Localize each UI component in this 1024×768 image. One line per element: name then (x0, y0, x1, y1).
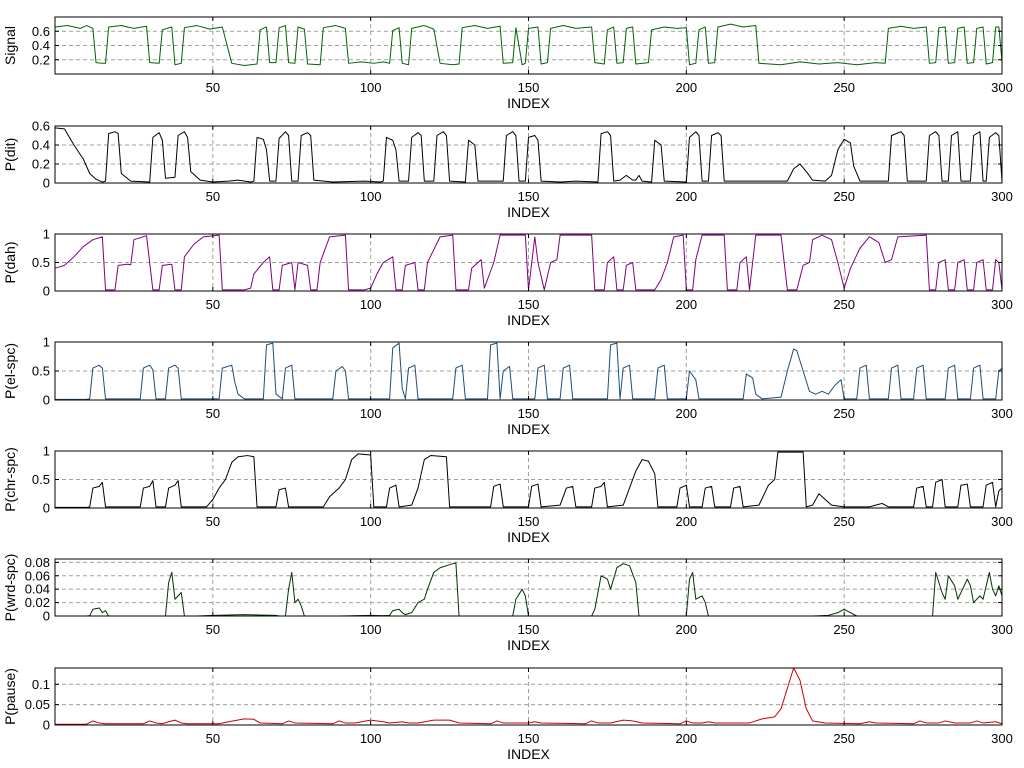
y-tick-label: 0.6 (32, 119, 50, 134)
x-tick-label: 200 (675, 731, 697, 746)
x-tick-label: 200 (675, 297, 697, 312)
y-tick-label: 0 (43, 284, 50, 299)
x-axis-label: INDEX (507, 746, 550, 762)
x-tick-label: 150 (518, 406, 540, 421)
y-tick-label: 0.08 (25, 555, 50, 570)
x-tick-label: 100 (360, 514, 382, 529)
chart-panel-p-dit: 50 100 150 200 250 300 0 0.2 0.4 0.6 INDEX P(dit) (2, 119, 1013, 221)
x-tick-label: 300 (991, 80, 1013, 95)
x-tick-label: 50 (206, 406, 220, 421)
y-tick-label: 0.4 (32, 38, 50, 53)
y-tick-label: 0.05 (25, 697, 50, 712)
series-line-p-dit (54, 127, 1003, 183)
y-tick-label: 0 (43, 609, 50, 624)
x-tick-label: 100 (360, 297, 382, 312)
x-tick-label: 150 (518, 622, 540, 637)
x-tick-label: 50 (206, 622, 220, 637)
y-tick-label: 0.2 (32, 157, 50, 172)
y-tick-label: 0.6 (32, 24, 50, 39)
x-axis-label: INDEX (507, 637, 550, 653)
x-axis-label: INDEX (507, 312, 550, 328)
y-tick-label: 0.4 (32, 138, 50, 153)
x-tick-label: 50 (206, 731, 220, 746)
y-tick-label: 1 (43, 444, 50, 459)
y-tick-label: 0.1 (32, 677, 50, 692)
y-tick-label: 1 (43, 227, 50, 242)
x-tick-label: 100 (360, 731, 382, 746)
x-axis-label: INDEX (507, 95, 550, 111)
x-tick-label: 300 (991, 189, 1013, 204)
x-tick-label: 200 (675, 80, 697, 95)
chart-panel-signal: 50 100 150 200 250 300 0.20.40.6 INDEX Signal (2, 16, 1013, 111)
x-tick-label: 150 (518, 514, 540, 529)
y-tick-label: 0.06 (25, 568, 50, 583)
chart-panel-p-wrd-spc: 50 100 150 200 250 300 00.020.040.060.08 INDEX P… (2, 554, 1013, 653)
series-line-p-chr-spc (55, 451, 1003, 508)
x-axis-label: INDEX (507, 204, 550, 220)
x-tick-label: 250 (833, 731, 855, 746)
x-tick-label: 250 (833, 622, 855, 637)
y-tick-label: 0 (43, 393, 50, 408)
x-axis-label: INDEX (507, 421, 550, 437)
x-tick-label: 150 (518, 189, 540, 204)
x-tick-label: 250 (833, 297, 855, 312)
series-line-p-pause (55, 667, 1003, 725)
x-tick-label: 300 (991, 514, 1013, 529)
y-tick-label: 0.5 (32, 255, 50, 270)
x-tick-label: 50 (206, 514, 220, 529)
y-axis-label: P(chr-spc) (2, 447, 18, 512)
y-tick-label: 0.2 (32, 52, 50, 67)
x-tick-label: 100 (360, 80, 382, 95)
y-tick-label: 0 (43, 176, 50, 191)
series-line-p-el-spc (55, 342, 1003, 400)
y-tick-label: 0.02 (25, 595, 50, 610)
y-axis-label: P(dit) (2, 138, 18, 171)
x-tick-label: 250 (833, 189, 855, 204)
x-tick-label: 300 (991, 406, 1013, 421)
chart-panel-p-pause: 50 100 150 200 250 300 0 0.05 0.1 INDEX P(pause) (2, 667, 1013, 762)
x-tick-label: 100 (360, 189, 382, 204)
x-tick-label: 100 (360, 406, 382, 421)
chart-panel-p-el-spc: 50 100 150 200 250 300 0 0.5 1 INDEX P(el-spc) (2, 335, 1013, 438)
x-tick-label: 200 (675, 514, 697, 529)
x-tick-label: 50 (206, 297, 220, 312)
x-tick-label: 150 (518, 297, 540, 312)
x-tick-label: 150 (518, 80, 540, 95)
x-tick-label: 250 (833, 406, 855, 421)
y-tick-label: 1 (43, 335, 50, 350)
x-tick-label: 200 (675, 406, 697, 421)
y-tick-label: 0 (43, 718, 50, 733)
x-tick-label: 50 (206, 189, 220, 204)
x-tick-label: 200 (675, 189, 697, 204)
x-tick-label: 200 (675, 622, 697, 637)
x-tick-label: 300 (991, 622, 1013, 637)
chart-panel-p-chr-spc: 50 100 150 200 250 300 0 0.5 1 INDEX P(chr-spc) (2, 444, 1013, 546)
x-tick-label: 50 (206, 80, 220, 95)
x-tick-label: 300 (991, 297, 1013, 312)
series-line-p-dah (54, 234, 1003, 291)
x-tick-label: 250 (833, 80, 855, 95)
x-tick-label: 250 (833, 514, 855, 529)
y-tick-label: 0.5 (32, 364, 50, 379)
x-tick-label: 150 (518, 731, 540, 746)
y-axis-label: P(el-spc) (2, 343, 18, 399)
x-axis-label: INDEX (507, 529, 550, 545)
x-tick-label: 100 (360, 622, 382, 637)
y-axis-label: P(pause) (2, 668, 18, 725)
y-tick-label: 0.04 (25, 582, 50, 597)
y-axis-label: P(wrd-spc) (2, 554, 18, 622)
series-line-signal (54, 23, 1003, 66)
y-axis-label: P(dah) (2, 241, 18, 283)
y-tick-label: 0 (43, 501, 50, 516)
y-tick-label: 0.5 (32, 472, 50, 487)
x-tick-label: 300 (991, 731, 1013, 746)
y-axis-label: Signal (2, 26, 18, 65)
chart-panel-p-dah: 50 100 150 200 250 300 0 0.5 1 INDEX P(dah) (2, 227, 1013, 329)
